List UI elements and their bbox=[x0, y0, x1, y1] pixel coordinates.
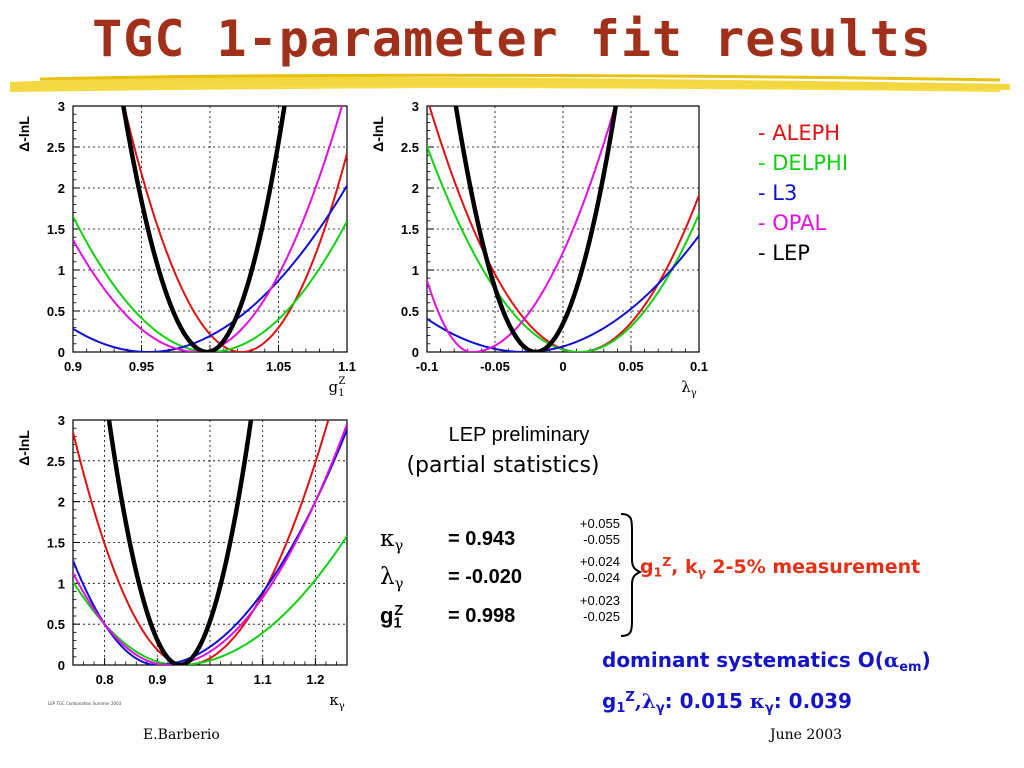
y-tick-label: 2 bbox=[58, 181, 65, 196]
x-tick-label: 1.2 bbox=[306, 672, 324, 687]
y-tick-label: 2.5 bbox=[401, 140, 419, 155]
result-value: = 0.943 bbox=[448, 528, 516, 550]
legend-item-aleph: - ALEPH bbox=[758, 121, 841, 145]
series-curve-l3 bbox=[73, 185, 347, 352]
x-tick-label: 0 bbox=[559, 359, 566, 374]
x-axis-label: κγ bbox=[329, 691, 344, 712]
series-curve-lep bbox=[121, 106, 287, 352]
result-value: = 0.998 bbox=[448, 605, 516, 627]
x-axis-label: λγ bbox=[681, 378, 697, 399]
x-tick-label: 1 bbox=[206, 359, 213, 374]
y-tick-label: 1 bbox=[58, 263, 65, 278]
lep-preliminary-label: LEP preliminary bbox=[448, 424, 590, 446]
title-underline bbox=[10, 73, 1010, 92]
tiny-note: LEP TGC Combination Summer 2003 bbox=[48, 701, 122, 706]
y-tick-label: 3 bbox=[58, 99, 65, 114]
legend: - ALEPH - DELPHI - L3 - OPAL - LEP bbox=[758, 118, 848, 268]
result-errors: +0.024 -0.024 bbox=[579, 554, 620, 585]
y-tick-label: 3 bbox=[412, 99, 419, 114]
series-curve-aleph bbox=[73, 420, 330, 665]
legend-item-l3: - L3 bbox=[758, 181, 798, 205]
x-tick-label: 0.9 bbox=[148, 672, 166, 687]
result-symbol: λγ bbox=[380, 564, 404, 593]
y-axis-label: Δ-lnL bbox=[370, 116, 386, 152]
x-tick-label: 1 bbox=[206, 672, 213, 687]
y-tick-label: 1.5 bbox=[47, 536, 65, 551]
y-tick-label: 2.5 bbox=[47, 140, 65, 155]
x-tick-label: 0.8 bbox=[96, 672, 114, 687]
result-errors: +0.023 -0.025 bbox=[579, 593, 620, 624]
partial-statistics-label: (partial statistics) bbox=[406, 453, 600, 478]
y-axis-label: Δ-lnL bbox=[16, 430, 32, 466]
slide-title: TGC 1-parameter fit results bbox=[92, 10, 932, 68]
y-tick-label: 1.5 bbox=[401, 222, 419, 237]
series-curve-opal bbox=[427, 106, 617, 352]
series-curve-opal bbox=[73, 423, 347, 665]
legend-item-opal: - OPAL bbox=[758, 211, 827, 235]
y-tick-label: 2 bbox=[58, 495, 65, 510]
y-tick-label: 3 bbox=[58, 413, 65, 428]
y-tick-label: 0.5 bbox=[47, 617, 65, 632]
x-tick-label: -0.1 bbox=[416, 359, 438, 374]
systematics-note: dominant systematics O(αem) bbox=[602, 648, 931, 675]
x-tick-label: 1.05 bbox=[266, 359, 291, 374]
series-curve-delphi bbox=[427, 145, 699, 352]
y-tick-label: 1 bbox=[58, 576, 65, 591]
x-tick-label: 1.1 bbox=[338, 359, 356, 374]
measurement-note: g1Z, kγ 2-5% measurement bbox=[640, 555, 921, 580]
result-symbol: κγ bbox=[380, 526, 404, 555]
legend-item-delphi: - DELPHI bbox=[758, 151, 849, 175]
x-axis-label: g1Z bbox=[329, 376, 346, 399]
series-curve-l3 bbox=[427, 235, 699, 352]
y-tick-label: 0 bbox=[58, 345, 65, 360]
x-tick-label: 0.9 bbox=[64, 359, 82, 374]
y-tick-label: 0 bbox=[58, 658, 65, 673]
footer-date: June 2003 bbox=[770, 727, 843, 743]
x-tick-label: 0.05 bbox=[618, 359, 643, 374]
curves bbox=[73, 106, 347, 352]
series-curve-lep bbox=[106, 420, 254, 665]
legend-item-lep: - LEP bbox=[758, 241, 810, 265]
curves bbox=[427, 106, 699, 352]
y-tick-label: 1 bbox=[412, 263, 419, 278]
footer-author: E.Barberio bbox=[143, 727, 220, 743]
y-tick-label: 0.5 bbox=[47, 304, 65, 319]
curves bbox=[73, 420, 347, 665]
y-tick-label: 2.5 bbox=[47, 454, 65, 469]
systematics-values: g1Z,λγ: 0.015 κγ: 0.039 bbox=[602, 689, 852, 716]
y-tick-label: 0 bbox=[412, 345, 419, 360]
y-tick-label: 0.5 bbox=[401, 304, 419, 319]
series-curve-delphi bbox=[73, 535, 347, 665]
x-tick-label: 1.1 bbox=[254, 672, 272, 687]
series-curve-lep bbox=[453, 106, 619, 352]
series-curve-delphi bbox=[73, 216, 347, 352]
y-axis-label: Δ-lnL bbox=[16, 116, 32, 152]
y-tick-label: 2 bbox=[412, 181, 419, 196]
result-symbol: g1Z bbox=[380, 603, 404, 632]
x-tick-label: 0.95 bbox=[129, 359, 154, 374]
y-tick-label: 1.5 bbox=[47, 222, 65, 237]
result-errors: +0.055 -0.055 bbox=[579, 516, 620, 547]
x-tick-label: 0.1 bbox=[690, 359, 708, 374]
x-tick-label: -0.05 bbox=[480, 359, 510, 374]
result-value: = -0.020 bbox=[448, 566, 522, 588]
series-curve-aleph bbox=[123, 106, 347, 352]
